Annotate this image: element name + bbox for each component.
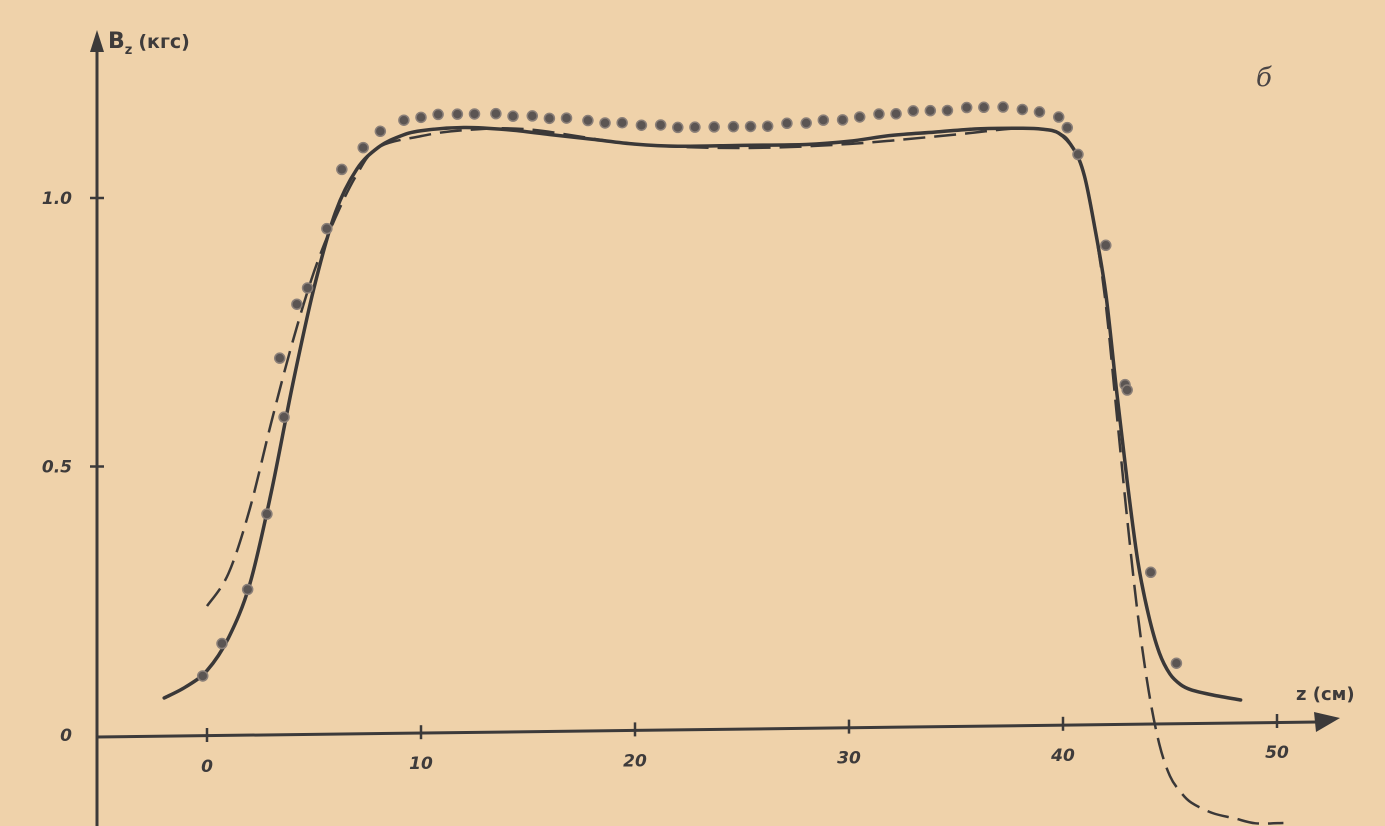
data-point bbox=[689, 121, 701, 133]
data-point bbox=[1033, 106, 1046, 118]
data-point bbox=[374, 125, 387, 138]
calculated-curve-solid bbox=[162, 125, 1243, 702]
y-axis-label: Bz (кгс) bbox=[108, 29, 190, 58]
data-point bbox=[997, 101, 1009, 113]
data-point bbox=[1016, 103, 1029, 116]
data-point bbox=[727, 120, 740, 133]
x-tick-label: 40 bbox=[1050, 746, 1075, 766]
data-point bbox=[599, 117, 611, 129]
data-point bbox=[241, 583, 254, 596]
data-point bbox=[890, 108, 902, 120]
data-point bbox=[635, 119, 648, 131]
panel-label: б bbox=[1256, 63, 1272, 93]
x-axis-label: z (см) bbox=[1296, 684, 1355, 705]
measured-points bbox=[196, 101, 1183, 682]
axis-ticks: 0 10 20 30 40 50 0 0.5 1.0 bbox=[42, 189, 1289, 777]
data-point bbox=[1061, 121, 1074, 134]
data-point bbox=[451, 108, 464, 120]
data-point bbox=[216, 637, 228, 650]
x-tick-label: 50 bbox=[1265, 743, 1289, 763]
data-point bbox=[1170, 657, 1183, 669]
data-point bbox=[853, 111, 866, 123]
x-tick-label: 20 bbox=[623, 751, 647, 771]
data-point bbox=[781, 117, 793, 130]
data-point bbox=[836, 114, 849, 126]
data-point bbox=[415, 111, 427, 124]
data-point bbox=[291, 298, 303, 310]
data-point bbox=[817, 114, 830, 126]
x-tick-label: 30 bbox=[837, 749, 861, 769]
data-point bbox=[873, 108, 885, 120]
data-point bbox=[490, 107, 502, 120]
data-point bbox=[507, 110, 519, 122]
data-point bbox=[800, 117, 812, 129]
axes bbox=[90, 30, 1340, 826]
x-axis-arrow bbox=[1314, 712, 1340, 732]
data-point bbox=[1072, 148, 1084, 161]
data-point bbox=[196, 670, 209, 682]
data-point bbox=[1100, 239, 1112, 252]
data-point bbox=[543, 112, 556, 125]
x-tick-label: 10 bbox=[409, 754, 433, 774]
data-point bbox=[744, 120, 757, 133]
data-point bbox=[560, 112, 573, 124]
data-point bbox=[1052, 111, 1065, 123]
data-point bbox=[1144, 566, 1157, 579]
data-point bbox=[468, 108, 481, 120]
data-point bbox=[432, 108, 444, 121]
data-point bbox=[261, 508, 273, 520]
y-axis-arrow bbox=[90, 30, 104, 52]
data-point bbox=[582, 114, 594, 127]
data-point bbox=[336, 163, 348, 176]
x-tick-label: 0 bbox=[201, 757, 213, 777]
data-point bbox=[278, 411, 290, 423]
data-point bbox=[357, 141, 369, 154]
data-series bbox=[162, 125, 1284, 825]
data-point bbox=[907, 105, 919, 117]
data-point bbox=[398, 114, 410, 126]
data-point bbox=[978, 101, 990, 114]
x-axis bbox=[96, 720, 1319, 739]
data-point bbox=[321, 222, 333, 235]
y-tick-label: 0 bbox=[60, 726, 72, 746]
data-point bbox=[761, 120, 774, 132]
data-point bbox=[274, 352, 286, 364]
data-point bbox=[708, 121, 720, 133]
data-point bbox=[1121, 384, 1133, 396]
data-point bbox=[616, 117, 628, 129]
data-point bbox=[526, 110, 539, 122]
y-tick-label: 0.5 bbox=[42, 458, 72, 478]
calculated-curve-dashed bbox=[205, 127, 1284, 825]
data-point bbox=[672, 121, 684, 134]
data-point bbox=[941, 104, 954, 117]
data-point bbox=[301, 282, 314, 294]
y-tick-label: 1.0 bbox=[42, 189, 72, 209]
data-point bbox=[654, 119, 667, 131]
data-point bbox=[924, 104, 937, 117]
data-point bbox=[960, 101, 973, 114]
